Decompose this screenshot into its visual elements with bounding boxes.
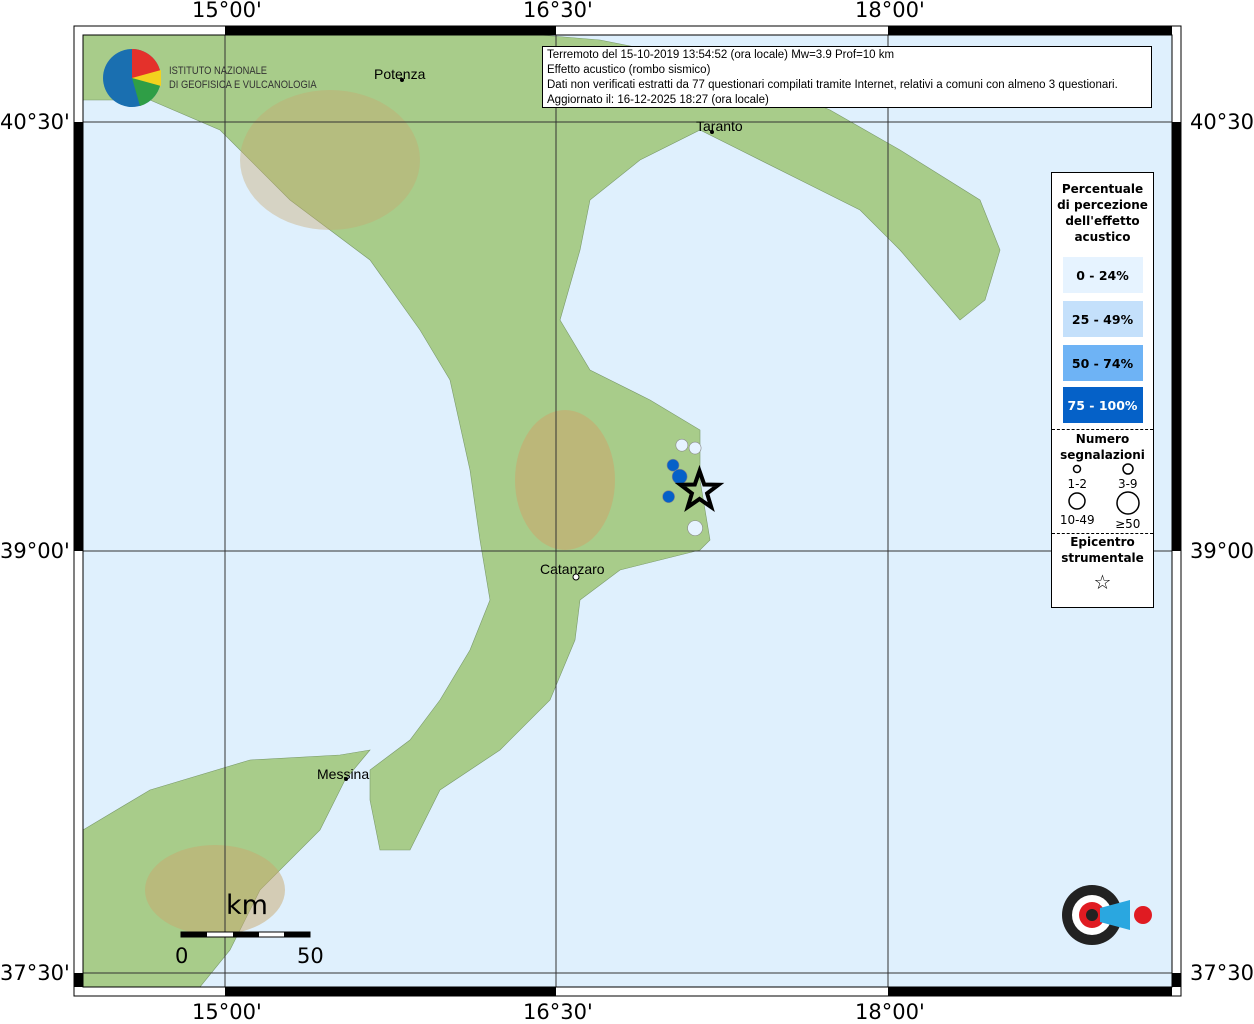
lat-tick: 40°30'	[0, 110, 70, 134]
event-updated: Aggiornato il: 16-12-2025 18:27 (ora loc…	[547, 94, 769, 106]
city-label: Messina	[317, 766, 370, 782]
lon-tick: 18°00'	[855, 1000, 925, 1024]
legend-class: 25 - 49%	[1062, 301, 1143, 337]
lat-tick: 37°30'	[0, 961, 70, 985]
logo-line: ISTITUTO NAZIONALE	[169, 65, 268, 77]
star-icon: ☆	[1093, 570, 1112, 594]
report-point[interactable]	[687, 520, 703, 536]
relief	[240, 90, 420, 230]
scale-unit: km	[226, 890, 268, 921]
report-point[interactable]	[675, 438, 689, 452]
report-point[interactable]	[666, 458, 680, 472]
ingv-logo-text: ISTITUTO NAZIONALE DI GEOFISICA E VULCANO…	[169, 64, 317, 92]
legend-class: 75 - 100%	[1062, 387, 1143, 423]
legend-class: 0 - 24%	[1062, 257, 1143, 293]
legend-title: Percentuale di percezione dell'effetto a…	[1057, 182, 1148, 244]
count-label: 10-49	[1059, 513, 1095, 527]
event-info-box: Terremoto del 15-10-2019 13:54:52 (ora l…	[542, 46, 1152, 108]
lat-tick: 37°30'	[1190, 961, 1254, 985]
haisentito-logo-icon	[1062, 885, 1152, 945]
report-point[interactable]	[671, 468, 688, 485]
scale-max: 50	[297, 944, 324, 968]
legend-class: 50 - 74%	[1062, 345, 1143, 381]
map-frame	[73, 25, 1182, 997]
city-markers	[344, 78, 714, 781]
city-label: Potenza	[374, 66, 426, 82]
event-effect: Effetto acustico (rombo sismico)	[547, 64, 711, 76]
lon-tick: 18°00'	[855, 0, 925, 22]
event-note: Dati non verificati estratti da 77 quest…	[547, 79, 1118, 91]
report-point[interactable]	[662, 490, 675, 503]
lon-tick: 15°00'	[192, 1000, 262, 1024]
ingv-logo-icon	[103, 49, 162, 107]
lat-tick: 39°00'	[1190, 539, 1254, 563]
city-label: Taranto	[696, 118, 743, 134]
lat-tick: 39°00'	[0, 539, 70, 563]
lat-tick: 40°30'	[1190, 110, 1254, 134]
scale-bar	[180, 931, 311, 938]
count-label: ≥50	[1115, 517, 1141, 531]
etna-relief	[145, 845, 285, 935]
count-label: 3-9	[1117, 477, 1138, 491]
sila-relief	[515, 410, 615, 550]
event-title: Terremoto del 15-10-2019 13:54:52 (ora l…	[547, 49, 895, 61]
lon-tick: 16°30'	[523, 1000, 593, 1024]
city-label: Catanzaro	[540, 561, 605, 577]
epicenter-star-icon[interactable]	[674, 464, 725, 513]
logo-line: DI GEOFISICA E VULCANOLOGIA	[169, 79, 317, 91]
scale-min: 0	[175, 944, 189, 968]
report-points	[662, 438, 725, 536]
count-label: 1-2	[1067, 477, 1088, 491]
report-point[interactable]	[688, 441, 702, 455]
graticule	[83, 35, 1172, 987]
count-title: Numero segnalazioni	[1060, 432, 1145, 462]
epicenter-title: Epicentro strumentale	[1061, 535, 1144, 565]
legend: Percentuale di percezione dell'effetto a…	[1051, 172, 1154, 608]
lon-tick: 16°30'	[523, 0, 593, 22]
lon-tick: 15°00'	[192, 0, 262, 22]
